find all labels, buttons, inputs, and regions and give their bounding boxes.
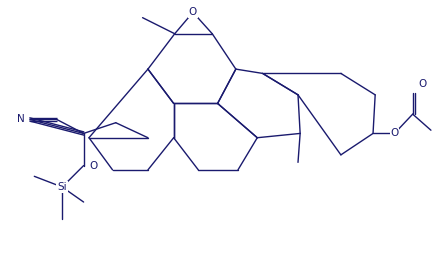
Text: Si: Si — [57, 182, 67, 192]
Text: O: O — [89, 161, 97, 171]
Text: O: O — [418, 80, 426, 89]
Text: N: N — [17, 115, 25, 124]
Text: O: O — [189, 7, 197, 17]
Text: O: O — [390, 129, 399, 138]
